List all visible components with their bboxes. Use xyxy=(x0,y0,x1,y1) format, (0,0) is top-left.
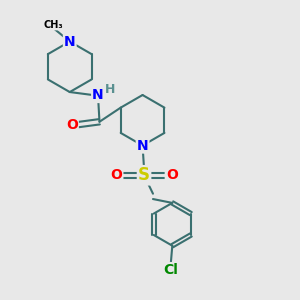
Text: O: O xyxy=(66,118,78,132)
Text: S: S xyxy=(138,166,150,184)
Text: N: N xyxy=(64,34,76,49)
Text: Cl: Cl xyxy=(164,263,178,277)
Text: CH₃: CH₃ xyxy=(44,20,63,30)
Text: N: N xyxy=(92,88,104,102)
Text: O: O xyxy=(110,168,122,182)
Text: O: O xyxy=(166,168,178,182)
Text: H: H xyxy=(105,83,116,96)
Text: N: N xyxy=(137,139,148,152)
